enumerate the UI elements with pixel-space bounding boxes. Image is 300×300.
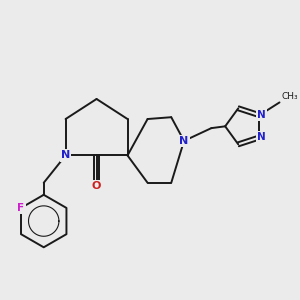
Text: N: N	[257, 110, 266, 120]
Text: CH₃: CH₃	[281, 92, 298, 100]
Text: N: N	[257, 133, 266, 142]
Text: O: O	[92, 182, 101, 191]
Text: F: F	[17, 203, 25, 213]
Text: N: N	[61, 151, 70, 160]
Text: N: N	[179, 136, 189, 146]
